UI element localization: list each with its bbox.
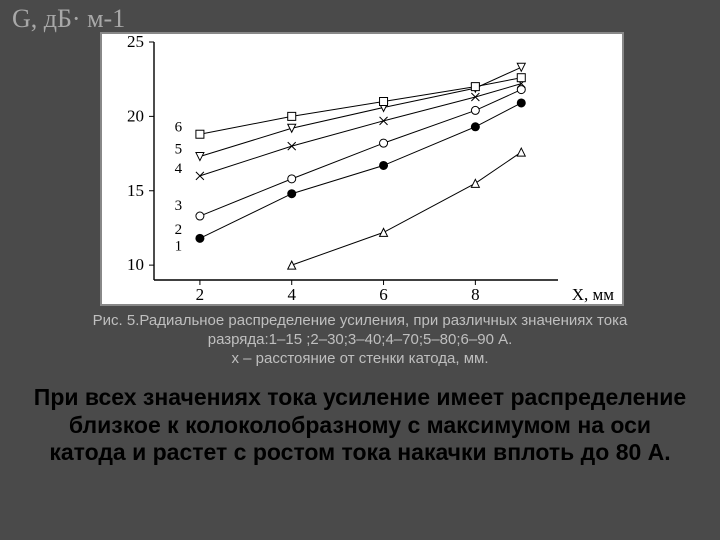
svg-text:20: 20 (127, 106, 144, 125)
svg-text:5: 5 (175, 142, 183, 158)
svg-text:1: 1 (175, 238, 183, 254)
svg-text:15: 15 (127, 181, 144, 200)
svg-text:3: 3 (175, 198, 183, 214)
svg-text:8: 8 (471, 285, 480, 304)
svg-text:X, мм: X, мм (572, 285, 615, 304)
svg-text:6: 6 (175, 119, 183, 135)
caption-line-1: Рис. 5.Радиальное распределение усиления… (93, 312, 628, 329)
y-axis-label: G, дБ· м-1 (12, 4, 125, 34)
chart: 101520252468X, мм123456 (100, 32, 624, 306)
svg-text:2: 2 (175, 222, 183, 238)
chart-svg: 101520252468X, мм123456 (102, 34, 622, 304)
svg-text:10: 10 (127, 255, 144, 274)
svg-text:6: 6 (379, 285, 388, 304)
body-paragraph: При всех значениях тока усиление имеет р… (30, 384, 690, 467)
svg-text:25: 25 (127, 34, 144, 51)
svg-text:2: 2 (196, 285, 205, 304)
svg-text:4: 4 (175, 161, 183, 177)
caption-line-3: x – расстояние от стенки катода, мм. (231, 350, 488, 367)
caption-line-2: разряда:1–15 ;2–30;3–40;4–70;5–80;6–90 А… (208, 331, 513, 348)
svg-text:4: 4 (287, 285, 296, 304)
figure-caption: Рис. 5.Радиальное распределение усиления… (0, 312, 720, 368)
slide: G, дБ· м-1 101520252468X, мм123456 Рис. … (0, 0, 720, 540)
